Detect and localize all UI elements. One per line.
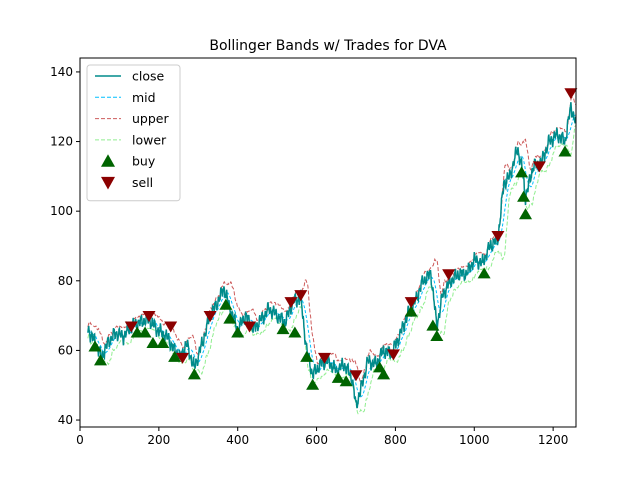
y-tick-label: 40: [58, 413, 73, 427]
series-upper: [87, 96, 576, 386]
sell-marker: [404, 297, 418, 309]
legend-label-lower: lower: [132, 132, 167, 147]
y-axis: 40 60 80 100 120 140: [50, 65, 80, 427]
buy-marker: [156, 336, 170, 349]
buy-marker: [517, 190, 531, 202]
sell-marker: [294, 290, 308, 302]
sell-marker: [442, 269, 456, 281]
buy-marker: [558, 145, 572, 157]
sell-marker: [349, 370, 363, 382]
y-tick-label: 120: [50, 135, 73, 149]
x-tick-label: 1200: [538, 433, 569, 447]
buy-marker: [138, 326, 152, 338]
buy-marker: [223, 312, 237, 324]
buy-marker: [231, 326, 245, 338]
sell-marker: [386, 349, 400, 361]
legend: close mid upper lower buy sell: [86, 64, 181, 202]
buy-marker: [477, 267, 491, 279]
x-tick-label: 0: [76, 433, 84, 447]
legend-label-close: close: [132, 69, 165, 84]
sell-marker: [243, 321, 257, 333]
y-tick-label: 140: [50, 65, 73, 79]
x-tick-label: 400: [226, 433, 249, 447]
chart-title: Bollinger Bands w/ Trades for DVA: [209, 38, 447, 54]
sell-marker: [284, 297, 298, 309]
buy-marker: [219, 298, 233, 310]
buy-marker: [339, 375, 353, 387]
y-tick-label: 100: [50, 204, 73, 218]
buy-marker: [88, 340, 102, 352]
buy-marker: [377, 368, 391, 380]
legend-label-sell: sell: [132, 175, 153, 190]
y-tick-label: 60: [58, 343, 73, 357]
buy-marker: [276, 323, 290, 335]
sell-marker: [164, 321, 178, 333]
plot-frame: [79, 57, 577, 428]
x-tick-label: 800: [384, 433, 407, 447]
buy-marker: [146, 336, 160, 349]
legend-swatch-buy: [101, 154, 115, 167]
series-mid: [87, 114, 576, 398]
series-layer: [87, 96, 576, 415]
trades-layer: [88, 88, 578, 390]
x-tick-label: 600: [305, 433, 328, 447]
sell-marker: [564, 88, 578, 100]
legend-label-mid: mid: [132, 90, 156, 105]
buy-marker: [515, 166, 529, 178]
legend-label-upper: upper: [132, 111, 169, 126]
sell-marker: [532, 161, 546, 173]
buy-marker: [519, 208, 533, 220]
buy-marker: [306, 378, 320, 390]
sell-marker: [491, 230, 505, 243]
buy-marker: [187, 368, 201, 380]
legend-label-buy: buy: [132, 154, 156, 169]
buy-marker: [331, 371, 345, 383]
buy-marker: [426, 319, 440, 331]
legend-swatch-sell: [101, 176, 115, 190]
buy-marker: [404, 305, 418, 317]
x-axis: 0 200 400 600 800 1000 1200: [76, 427, 568, 447]
y-tick-label: 80: [58, 274, 73, 288]
sell-marker: [142, 311, 156, 323]
series-close: [87, 102, 576, 409]
buy-marker: [288, 326, 302, 338]
sell-marker: [124, 321, 138, 333]
x-tick-label: 200: [147, 433, 170, 447]
buy-marker: [300, 350, 314, 362]
legend-box: [86, 64, 181, 202]
buy-marker: [430, 329, 444, 342]
sell-marker: [176, 352, 190, 364]
sell-marker: [203, 311, 217, 323]
sell-marker: [317, 352, 331, 364]
buy-marker: [94, 354, 108, 366]
buy-marker: [168, 350, 182, 362]
x-tick-label: 1000: [459, 433, 490, 447]
